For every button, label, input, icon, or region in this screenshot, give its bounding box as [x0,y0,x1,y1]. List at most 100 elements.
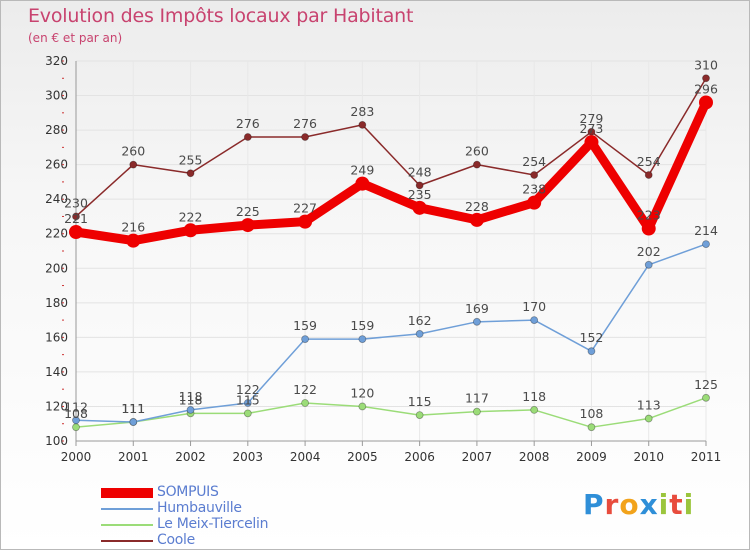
logo-letter: i [683,488,695,521]
x-tick-label-2007: 2007 [462,450,493,464]
data-point-humbauville-2010 [644,260,653,269]
legend-swatch-le-meix-tiercelin [101,524,153,526]
x-tick-label-2006: 2006 [404,450,435,464]
data-point-coole-2004 [301,133,309,141]
series-line-le-meix-tiercelin [75,397,707,428]
data-label-le-meix-tiercelin-2009: 108 [580,406,604,421]
data-point-coole-2000 [72,212,80,221]
chart-title: Evolution des Impôts locaux par Habitant [28,5,414,27]
legend-label-le-meix-tiercelin: Le Meix-Tiercelin [157,516,269,532]
data-point-le-meix-tiercelin-2003 [243,409,252,418]
data-point-sompuis-2004 [298,214,313,229]
x-tick-label-2011: 2011 [691,450,722,464]
data-label-coole-2006: 248 [408,164,432,179]
x-tick-label-2004: 2004 [290,450,321,464]
data-point-sompuis-2008 [527,195,542,210]
data-point-coole-2003 [243,133,252,141]
series-line-sompuis [71,97,711,246]
logo-letter: i [658,488,670,521]
y-tick-label-200: 200 [45,261,68,275]
data-point-humbauville-2002 [186,406,195,414]
data-point-sompuis-2010 [641,221,656,236]
data-point-humbauville-2007 [473,317,481,326]
data-label-le-meix-tiercelin-2011: 125 [694,377,718,392]
proxiti-logo: Proxiti [583,488,694,521]
data-point-coole-2006 [415,181,424,190]
data-label-coole-2004: 276 [293,116,317,131]
legend-swatch-sompuis [101,488,153,498]
data-point-le-meix-tiercelin-2010 [644,414,653,423]
y-tick-label-160: 160 [45,330,68,344]
chart-subtitle: (en € et par an) [28,31,123,45]
data-label-coole-2002: 255 [179,152,203,167]
x-tick-label-2005: 2005 [347,450,378,464]
logo-letter: r [604,488,620,521]
data-point-coole-2010 [644,171,653,179]
y-tick-label-220: 220 [45,227,68,241]
data-label-sompuis-2003: 225 [236,204,260,219]
data-label-sompuis-2004: 227 [293,201,317,216]
data-label-humbauville-2004: 159 [293,318,317,333]
data-point-humbauville-2008 [530,316,539,324]
data-label-le-meix-tiercelin-2004: 122 [293,382,317,397]
data-label-le-meix-tiercelin-2002: 118 [179,392,203,407]
data-label-sompuis-2011: 296 [694,81,718,96]
data-point-le-meix-tiercelin-2006 [415,411,424,419]
legend-swatch-humbauville [101,508,153,510]
data-label-sompuis-2001: 216 [121,220,145,235]
data-label-humbauville-2001: 111 [121,401,145,416]
y-tick-label-100: 100 [45,434,68,448]
data-point-sompuis-2000 [69,225,83,239]
x-tick-label-2000: 2000 [61,450,92,464]
data-point-le-meix-tiercelin-2008 [530,406,539,414]
data-label-sompuis-2010: 223 [637,208,661,223]
axis-layer: 100 120 140 160 180 200 220 240 260 280 300 320 2000… [45,54,721,464]
data-label-sompuis-2006: 235 [408,187,432,202]
y-tick-label-320: 320 [45,54,68,68]
data-label-sompuis-2005: 249 [350,163,374,178]
data-point-humbauville-2005 [358,335,367,343]
data-point-humbauville-2000 [72,416,80,425]
data-label-coole-2007: 260 [465,144,489,159]
data-point-humbauville-2006 [415,330,424,338]
data-label-coole-2008: 254 [522,154,546,169]
data-point-humbauville-2011 [702,240,710,248]
data-point-le-meix-tiercelin-2007 [473,407,481,416]
data-point-coole-2002 [186,169,195,178]
logo-letter: t [669,488,684,521]
data-label-sompuis-2002: 222 [179,209,203,224]
x-tick-label-2001: 2001 [118,450,149,464]
x-tick-label-2010: 2010 [633,450,664,464]
data-point-coole-2007 [473,160,481,169]
data-label-coole-2001: 260 [121,144,145,159]
data-label-le-meix-tiercelin-2010: 113 [637,398,661,413]
y-tick-label-300: 300 [45,89,68,103]
legend-label-sompuis: SOMPUIS [157,484,219,500]
data-label-coole-2005: 283 [350,104,374,119]
x-tick-label-2002: 2002 [175,450,206,464]
logo-letter: x [639,488,659,521]
data-label-humbauville-2010: 202 [637,244,661,259]
x-tick-label-2009: 2009 [576,450,607,464]
data-point-sompuis-2011 [699,95,713,110]
data-label-coole-2000: 230 [64,195,88,210]
legend-label-humbauville: Humbauville [157,500,242,516]
data-label-le-meix-tiercelin-2000: 108 [64,406,88,421]
data-label-humbauville-2007: 169 [465,301,489,316]
data-point-coole-2008 [530,171,539,179]
data-point-humbauville-2003 [243,399,252,407]
data-point-le-meix-tiercelin-2000 [72,423,80,432]
data-label-humbauville-2005: 159 [350,318,374,333]
data-label-le-meix-tiercelin-2001: 111 [121,401,145,416]
data-label-humbauville-2000: 112 [64,399,88,414]
series-layer [69,74,713,432]
data-point-le-meix-tiercelin-2011 [702,393,710,402]
data-label-sompuis-2007: 228 [465,199,489,214]
logo-letter: P [583,488,605,521]
data-point-sompuis-2009 [584,135,599,150]
x-tick-label-2008: 2008 [519,450,550,464]
data-label-coole-2009: 279 [580,111,604,126]
data-label-humbauville-2009: 152 [580,330,604,345]
